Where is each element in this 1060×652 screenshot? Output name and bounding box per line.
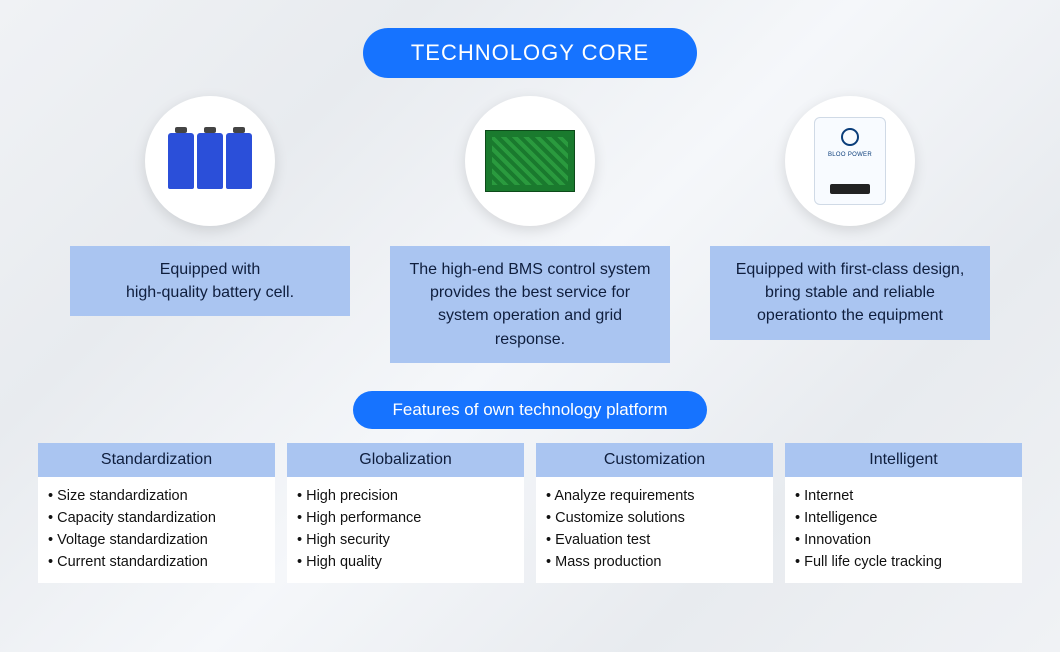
feature-item: High quality — [297, 551, 514, 573]
feature-col: CustomizationAnalyze requirementsCustomi… — [536, 443, 773, 583]
feature-item: Intelligence — [795, 507, 1012, 529]
feature-col: GlobalizationHigh precisionHigh performa… — [287, 443, 524, 583]
feature-body: Analyze requirementsCustomize solutionsE… — [536, 477, 773, 583]
feature-item: Customize solutions — [546, 507, 763, 529]
device-brand-text: BLOO POWER — [828, 152, 872, 158]
feature-col: StandardizationSize standardizationCapac… — [38, 443, 275, 583]
page-title: TECHNOLOGY CORE — [363, 28, 697, 78]
feature-body: InternetIntelligenceInnovationFull life … — [785, 477, 1022, 583]
feature-item: Capacity standardization — [48, 507, 265, 529]
feature-header: Intelligent — [785, 443, 1022, 477]
feature-item: Analyze requirements — [546, 485, 763, 507]
tech-item-battery: Equipped with high-quality battery cell. — [70, 96, 350, 363]
subtitle: Features of own technology platform — [353, 391, 708, 429]
tech-desc-device: Equipped with first-class design, bring … — [710, 246, 990, 340]
feature-item: Evaluation test — [546, 529, 763, 551]
feature-header: Globalization — [287, 443, 524, 477]
feature-grid: StandardizationSize standardizationCapac… — [38, 443, 1022, 583]
feature-item: Full life cycle tracking — [795, 551, 1012, 573]
pcb-board-icon — [465, 96, 595, 226]
battery-cells-icon — [145, 96, 275, 226]
feature-item: Voltage standardization — [48, 529, 265, 551]
feature-item: High security — [297, 529, 514, 551]
tech-item-device: BLOO POWER Equipped with first-class des… — [710, 96, 990, 363]
feature-item: Internet — [795, 485, 1012, 507]
feature-body: High precisionHigh performanceHigh secur… — [287, 477, 524, 583]
power-device-icon: BLOO POWER — [785, 96, 915, 226]
tech-desc-bms: The high-end BMS control system provides… — [390, 246, 670, 363]
tech-row: Equipped with high-quality battery cell.… — [70, 96, 990, 363]
feature-body: Size standardizationCapacity standardiza… — [38, 477, 275, 583]
feature-item: Mass production — [546, 551, 763, 573]
feature-col: IntelligentInternetIntelligenceInnovatio… — [785, 443, 1022, 583]
feature-item: High precision — [297, 485, 514, 507]
feature-item: Innovation — [795, 529, 1012, 551]
feature-header: Standardization — [38, 443, 275, 477]
tech-desc-battery: Equipped with high-quality battery cell. — [70, 246, 350, 316]
feature-item: Size standardization — [48, 485, 265, 507]
feature-header: Customization — [536, 443, 773, 477]
feature-item: High performance — [297, 507, 514, 529]
feature-item: Current standardization — [48, 551, 265, 573]
tech-item-bms: The high-end BMS control system provides… — [390, 96, 670, 363]
